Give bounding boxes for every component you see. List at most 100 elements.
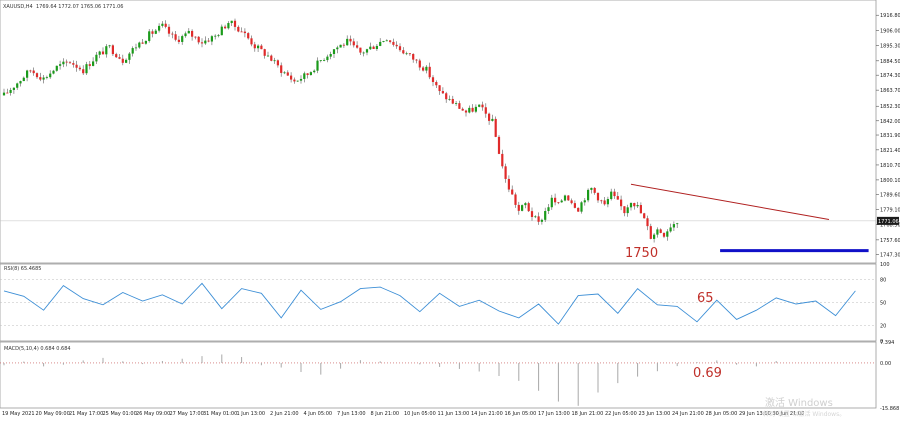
macd-header: MACD(5,10,4) 0.684 0.684 <box>4 346 71 352</box>
candle-body <box>656 229 659 235</box>
candle-body <box>247 33 250 39</box>
candle-body <box>62 61 65 65</box>
candle-body <box>669 227 672 232</box>
rsi-annotation: 65 <box>697 291 714 306</box>
price-y-tick-label: 1757.60 <box>880 238 900 244</box>
resistance-trendline <box>630 183 830 221</box>
candle-body <box>352 41 355 46</box>
x-tick-label: 8 Jun 21:00 <box>371 411 400 417</box>
price-y-tick-label: 1884.50 <box>880 59 900 65</box>
candle-body <box>494 118 497 137</box>
candle-body <box>389 40 392 42</box>
candle-body <box>200 42 204 44</box>
candle-body <box>171 33 174 35</box>
x-tick-label: 10 Jun 05:00 <box>404 411 436 417</box>
x-tick-label: 30 Jun 21:00 <box>773 411 805 417</box>
x-tick-label: 11 Jun 13:00 <box>438 411 470 417</box>
rsi-y-tick-label: 50 <box>880 301 886 307</box>
x-tick-label: 23 Jun 13:00 <box>639 411 671 417</box>
candle-body <box>636 205 639 207</box>
ohlc-header: 1769.64 1772.07 1765.06 1771.06 <box>36 4 123 10</box>
candle-body <box>540 219 543 222</box>
candle-body <box>342 44 345 46</box>
candle-body <box>55 65 58 71</box>
candle-body <box>151 31 154 34</box>
candle-body <box>514 194 517 205</box>
candle-body <box>22 77 25 82</box>
last-price-tag: 1771.06 <box>878 219 899 225</box>
candle-body <box>240 31 243 33</box>
candle-body <box>332 49 336 55</box>
candle-body <box>177 39 180 42</box>
candle-body <box>125 59 128 63</box>
candle-body <box>174 34 177 40</box>
candle-body <box>445 93 448 100</box>
last-price-tag-bg <box>877 216 899 225</box>
candle-body <box>29 70 32 72</box>
candle-body <box>395 44 398 47</box>
support-annotation: 1750 <box>625 246 658 261</box>
candle-body <box>468 107 471 113</box>
candle-body <box>85 64 88 74</box>
candle-body <box>534 216 537 218</box>
candle-body <box>266 55 270 57</box>
candle-body <box>154 30 157 34</box>
candle-body <box>111 45 114 55</box>
candle-body <box>273 60 276 62</box>
candle-body <box>554 197 557 203</box>
x-tick-label: 19 May 2021 <box>2 411 35 417</box>
x-tick-label: 20 May 09:00 <box>36 411 70 417</box>
candle-body <box>481 104 484 108</box>
macd-annotation: 0.69 <box>693 366 722 381</box>
candle-body <box>603 200 606 205</box>
candle-body <box>570 200 573 204</box>
candle-body <box>75 64 78 68</box>
candle-body <box>478 104 481 107</box>
candle-body <box>296 80 299 82</box>
candle-body <box>623 206 626 214</box>
candle-body <box>629 202 633 208</box>
candle-body <box>224 26 227 29</box>
price-y-tick-label: 1906.00 <box>880 28 900 34</box>
candle-body <box>580 202 583 212</box>
candle-body <box>372 46 375 50</box>
candle-body <box>458 103 461 109</box>
x-tick-label: 21 May 17:00 <box>69 411 103 417</box>
candle-body <box>600 200 603 202</box>
price-y-tick-label: 1874.30 <box>880 73 900 79</box>
candle-body <box>207 40 210 42</box>
candle-body <box>204 40 207 44</box>
candle-body <box>577 207 580 212</box>
candle-body <box>596 192 600 201</box>
candle-body <box>643 213 646 219</box>
candle-body <box>504 166 507 179</box>
candle-body <box>666 231 669 237</box>
x-tick-label: 29 Jun 13:00 <box>739 411 771 417</box>
candle-body <box>626 207 629 214</box>
candle-body <box>59 64 62 66</box>
candle-body <box>243 31 246 34</box>
x-tick-label: 18 Jun 21:00 <box>572 411 604 417</box>
candle-body <box>544 211 547 220</box>
price-y-tick-label: 1831.90 <box>880 133 900 139</box>
candle-body <box>349 38 352 42</box>
candle-body <box>346 38 349 46</box>
candle-body <box>557 202 560 204</box>
x-tick-label: 28 Jun 05:00 <box>706 411 738 417</box>
candle-body <box>587 189 590 201</box>
candle-body <box>214 35 217 37</box>
candle-body <box>65 61 68 63</box>
candle-body <box>263 49 266 56</box>
candle-body <box>379 41 382 46</box>
candle-body <box>98 51 101 55</box>
x-tick-label: 27 May 17:00 <box>170 411 204 417</box>
candle-body <box>451 98 454 104</box>
candle-body <box>501 153 504 167</box>
macd-pane <box>0 341 877 409</box>
price-y-tick-label: 1747.30 <box>880 252 900 258</box>
candle-body <box>128 53 131 60</box>
x-tick-label: 22 Jun 05:00 <box>605 411 637 417</box>
rsi-pane <box>0 263 877 342</box>
candle-body <box>550 197 553 208</box>
